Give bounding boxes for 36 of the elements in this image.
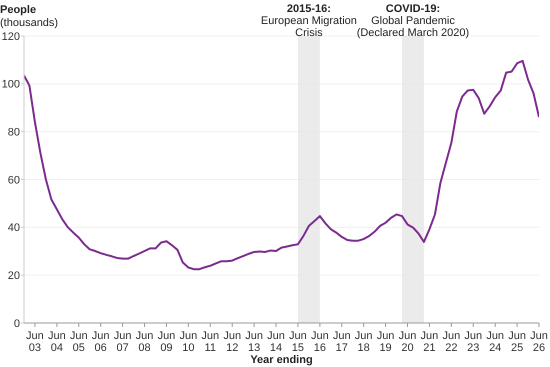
x-tick-label: Jun 03 (26, 330, 44, 354)
x-tick-label: Jun 08 (136, 330, 154, 354)
x-tick-label: Jun 16 (310, 330, 329, 354)
x-tick-label: Jun 13 (245, 330, 263, 354)
x-tick-label: Jun 06 (92, 330, 110, 354)
x-tick-label: Jun 23 (464, 330, 482, 354)
x-tick-label: Jun 26 (530, 330, 548, 354)
line-series (24, 60, 539, 270)
x-tick-label: Jun 21 (420, 330, 438, 354)
y-tick-label: 80 (8, 126, 20, 139)
x-axis-title: Year ending (250, 354, 313, 366)
x-tick-label: Jun 18 (354, 330, 373, 354)
x-tick-label: Jun 07 (114, 330, 132, 354)
y-tick-label: 120 (2, 30, 20, 43)
x-tick-label: Jun 05 (70, 330, 88, 354)
x-tick-label: Jun 12 (223, 330, 242, 354)
x-tick-label: Jun 10 (179, 330, 198, 354)
y-tick-label: 100 (2, 78, 20, 91)
x-tick-label: Jun 24 (486, 330, 504, 354)
y-tick-label: 0 (14, 318, 20, 330)
x-tick-label: Jun 11 (201, 330, 220, 354)
y-axis-title: People (thousands) (0, 4, 58, 30)
x-tick-label: Jun 25 (508, 330, 526, 354)
x-tick-label: Jun 14 (267, 330, 285, 354)
y-tick-label: 20 (8, 270, 20, 282)
x-tick-label: Jun 17 (332, 330, 351, 354)
x-tick-label: Jun 15 (289, 330, 307, 354)
y-tick-label: 60 (8, 174, 20, 186)
x-tick-label: Jun 19 (376, 330, 394, 354)
x-tick-label: Jun 04 (48, 330, 66, 354)
y-tick-label: 40 (8, 222, 20, 234)
x-tick-label: Jun 09 (158, 330, 176, 354)
band-label: 2015-16: European Migration Crisis (260, 3, 357, 39)
x-tick-label: Jun 20 (398, 330, 416, 354)
band-label: COVID-19: Global Pandemic (Declared March 2020) (356, 3, 470, 39)
x-tick-label: Jun 22 (442, 330, 460, 354)
